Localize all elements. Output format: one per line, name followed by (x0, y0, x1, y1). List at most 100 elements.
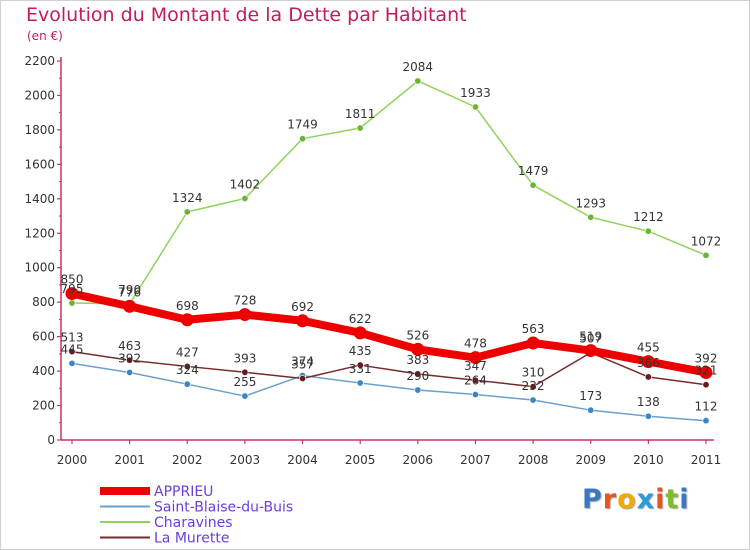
data-point-saint-blaise-du-buis (68, 359, 76, 367)
data-point-saint-blaise-du-buis (183, 380, 191, 388)
data-point-la-murette (126, 356, 134, 364)
data-label-apprieu: 776 (118, 285, 141, 299)
data-point-saint-blaise-du-buis (587, 406, 595, 414)
data-point-saint-blaise-du-buis (241, 392, 249, 400)
logo-letter: r (602, 484, 618, 515)
data-point-apprieu (526, 336, 540, 350)
logo-letter: t (665, 484, 680, 515)
data-point-charavines (299, 135, 307, 143)
x-tick-label: 2005 (345, 453, 376, 467)
data-label-la-murette: 357 (291, 357, 314, 371)
data-label-charavines: 790 (118, 283, 141, 297)
data-label-saint-blaise-du-buis: 445 (61, 342, 84, 356)
x-tick-label: 2010 (633, 453, 664, 467)
data-point-la-murette (702, 381, 710, 389)
data-point-charavines (529, 181, 537, 189)
y-tick-label: 600 (32, 330, 55, 344)
y-tick-label: 1400 (24, 192, 55, 206)
data-point-charavines (183, 208, 191, 216)
data-point-charavines (68, 299, 76, 307)
series-lines (65, 77, 713, 425)
data-point-charavines (644, 227, 652, 235)
data-point-apprieu (468, 351, 482, 365)
data-label-saint-blaise-du-buis: 138 (637, 395, 660, 409)
x-tick-label: 2009 (575, 453, 606, 467)
x-tick-label: 2003 (230, 453, 261, 467)
x-tick-label: 2004 (287, 453, 318, 467)
data-label-apprieu: 728 (233, 294, 256, 308)
data-point-saint-blaise-du-buis (126, 368, 134, 376)
legend-label-apprieu: APPRIEU (154, 484, 213, 500)
legend: APPRIEUSaint-Blaise-du-BuisCharavinesLa … (100, 484, 293, 547)
y-tick-label: 1600 (24, 157, 55, 171)
series-line-saint-blaise-du-buis (71, 362, 707, 422)
data-label-apprieu: 392 (695, 351, 718, 365)
data-label-charavines: 1933 (460, 86, 491, 100)
data-label-saint-blaise-du-buis: 331 (349, 362, 372, 376)
data-point-la-murette (414, 370, 422, 378)
data-point-apprieu (584, 344, 598, 358)
data-label-apprieu: 692 (291, 300, 314, 314)
legend-label-charavines: Charavines (154, 515, 233, 531)
data-label-charavines: 2084 (403, 60, 434, 74)
logo-letter: P (582, 484, 603, 515)
data-label-la-murette: 366 (637, 356, 660, 370)
data-point-charavines (702, 251, 710, 259)
data-label-apprieu: 622 (349, 312, 372, 326)
data-label-apprieu: 850 (61, 273, 84, 287)
logo-letter: x (636, 484, 656, 515)
y-tick-label: 2200 (24, 54, 55, 68)
data-point-la-murette (529, 383, 537, 391)
data-point-la-murette (299, 374, 307, 382)
logo-letter: o (617, 484, 637, 515)
series-line-la-murette (71, 350, 707, 388)
data-label-saint-blaise-du-buis: 374 (291, 355, 314, 369)
data-label-charavines: 1749 (287, 118, 318, 132)
data-label-apprieu: 698 (176, 299, 199, 313)
axes: 0 200 400 600 800 1000 1200 1400 1600 1800 2000 220… (24, 54, 721, 467)
y-tick-label: 0 (47, 433, 55, 447)
legend-label-la-murette: La Murette (154, 531, 229, 547)
data-point-charavines (587, 213, 595, 221)
data-label-la-murette: 393 (233, 351, 256, 365)
data-label-saint-blaise-du-buis: 324 (176, 363, 199, 377)
y-tick-label: 2000 (24, 88, 55, 102)
y-tick-label: 1200 (24, 226, 55, 240)
data-label-la-murette: 435 (349, 344, 372, 358)
data-label-la-murette: 463 (118, 339, 141, 353)
data-point-la-murette (644, 373, 652, 381)
data-point-la-murette (241, 368, 249, 376)
data-point-saint-blaise-du-buis (471, 391, 479, 399)
y-tick-label: 400 (32, 364, 55, 378)
data-point-apprieu (238, 308, 252, 322)
chart-subtitle: (en €) (27, 29, 63, 43)
x-tick-label: 2000 (57, 453, 88, 467)
data-label-la-murette: 427 (176, 345, 199, 359)
data-point-saint-blaise-du-buis (702, 417, 710, 425)
data-label-saint-blaise-du-buis: 290 (406, 369, 429, 383)
logo-letter: i (679, 484, 690, 515)
data-label-saint-blaise-du-buis: 232 (522, 379, 545, 393)
logo-letter: i (655, 484, 666, 515)
data-label-saint-blaise-du-buis: 112 (695, 400, 718, 414)
proxiti-logo: Proxiti (582, 484, 690, 515)
data-point-apprieu (123, 299, 137, 313)
data-point-charavines (241, 194, 249, 202)
data-label-charavines: 1293 (575, 196, 606, 210)
data-label-charavines: 1811 (345, 107, 376, 121)
data-label-la-murette: 383 (406, 353, 429, 367)
x-tick-label: 2002 (172, 453, 203, 467)
series-line-apprieu (68, 289, 710, 377)
data-label-apprieu: 478 (464, 337, 487, 351)
data-label-saint-blaise-du-buis: 264 (464, 374, 487, 388)
data-label-charavines: 1072 (691, 234, 722, 248)
legend-label-saint-blaise-du-buis: Saint-Blaise-du-Buis (154, 500, 293, 516)
x-tick-label: 2007 (460, 453, 491, 467)
data-point-apprieu (180, 313, 194, 327)
data-point-apprieu (296, 314, 310, 328)
data-point-charavines (356, 124, 364, 132)
data-point-charavines (414, 77, 422, 85)
data-label-saint-blaise-du-buis: 173 (579, 389, 602, 403)
x-tick-label: 2006 (403, 453, 434, 467)
